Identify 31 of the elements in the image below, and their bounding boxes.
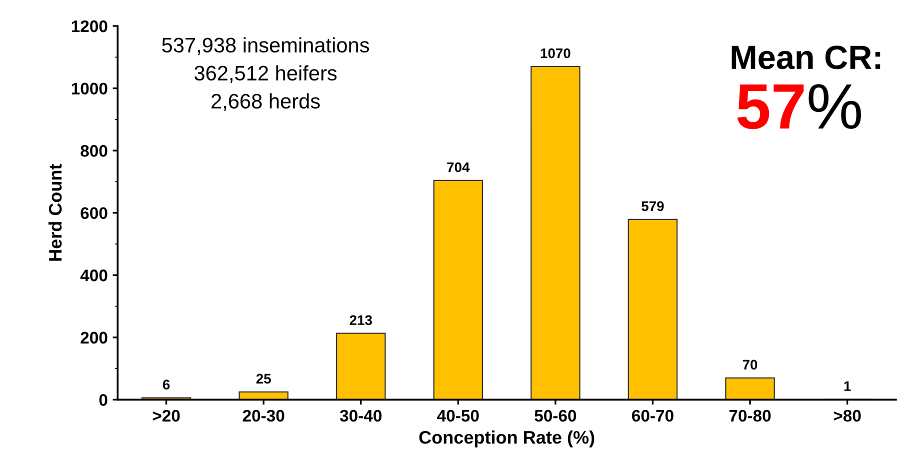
y-tick-label: 0	[99, 394, 108, 406]
x-axis-title: Conception Rate (%)	[419, 430, 594, 448]
y-tick-label: 600	[80, 207, 108, 220]
y-tick-label: 400	[80, 270, 108, 282]
y-tick-label: 1000	[72, 82, 108, 94]
data-label: 25	[256, 374, 271, 384]
annotation: 362,512 heifers	[194, 65, 337, 84]
y-tick-label: 1200	[72, 20, 108, 32]
annotation: 537,938 inseminations	[162, 37, 370, 55]
data-label: 70	[742, 360, 758, 370]
y-tick-label: 200	[80, 332, 108, 344]
data-label: 579	[642, 201, 664, 212]
annotation: Mean CR:	[732, 46, 880, 70]
x-tick-label: 40-50	[437, 410, 479, 422]
data-label: 1070	[540, 48, 570, 58]
data-label: 213	[350, 315, 372, 326]
data-label: 704	[447, 162, 470, 172]
x-tick-label: 50-60	[534, 410, 576, 422]
annotation: %	[808, 84, 861, 129]
annotation: 57	[737, 84, 804, 130]
data-label: 6	[162, 380, 170, 390]
x-tick-label: 60-70	[632, 410, 674, 422]
x-tick-label: 30-40	[340, 410, 382, 422]
x-tick-label: >80	[834, 410, 861, 422]
x-tick-label: >20	[152, 410, 180, 422]
x-tick-label: 20-30	[242, 410, 284, 422]
x-tick-label: 70-80	[729, 410, 771, 422]
data-label: 1	[844, 381, 851, 391]
y-axis-title: Herd Count	[48, 164, 62, 261]
y-tick-label: 800	[80, 144, 108, 157]
annotation: 2,668 herds	[212, 93, 320, 112]
